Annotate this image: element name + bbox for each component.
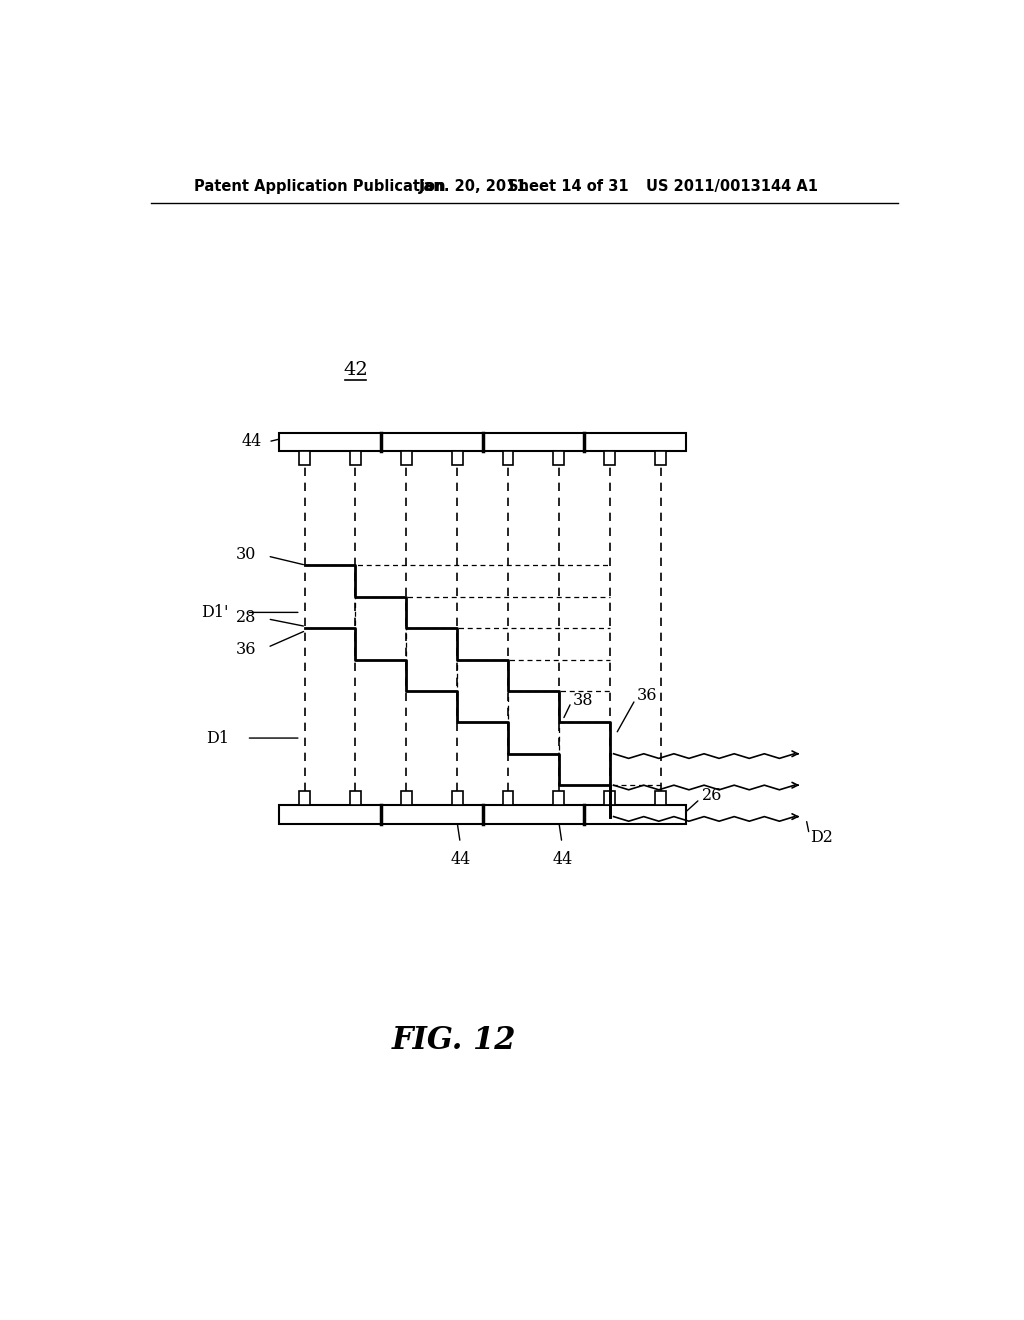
Text: 44: 44 xyxy=(451,850,471,867)
Text: 38: 38 xyxy=(572,692,593,709)
Text: US 2011/0013144 A1: US 2011/0013144 A1 xyxy=(646,180,818,194)
Bar xyxy=(553,792,564,805)
Text: 36: 36 xyxy=(637,688,657,704)
Bar xyxy=(299,792,310,805)
Bar xyxy=(299,451,310,465)
Bar xyxy=(553,451,564,465)
Text: 28: 28 xyxy=(236,609,256,626)
Text: 30: 30 xyxy=(236,546,256,564)
Bar xyxy=(655,451,666,465)
Bar xyxy=(503,451,513,465)
Text: Jan. 20, 2011: Jan. 20, 2011 xyxy=(419,180,527,194)
Text: Patent Application Publication: Patent Application Publication xyxy=(194,180,445,194)
Bar xyxy=(452,451,463,465)
Text: Sheet 14 of 31: Sheet 14 of 31 xyxy=(508,180,629,194)
Bar xyxy=(280,433,686,451)
Bar xyxy=(280,805,686,824)
Bar xyxy=(400,792,412,805)
Bar xyxy=(350,792,360,805)
Text: 36: 36 xyxy=(236,642,256,659)
Text: D2: D2 xyxy=(810,829,833,846)
Bar xyxy=(503,792,513,805)
Text: FIG. 12: FIG. 12 xyxy=(391,1024,516,1056)
Text: D1': D1' xyxy=(202,603,228,620)
Bar xyxy=(350,451,360,465)
Text: 44: 44 xyxy=(553,850,572,867)
Text: 44: 44 xyxy=(242,433,262,450)
Bar xyxy=(452,792,463,805)
Text: D1: D1 xyxy=(206,730,228,747)
Text: 42: 42 xyxy=(343,360,368,379)
Bar xyxy=(604,792,615,805)
Bar xyxy=(400,451,412,465)
Bar xyxy=(604,451,615,465)
Text: 26: 26 xyxy=(701,787,722,804)
Bar xyxy=(655,792,666,805)
